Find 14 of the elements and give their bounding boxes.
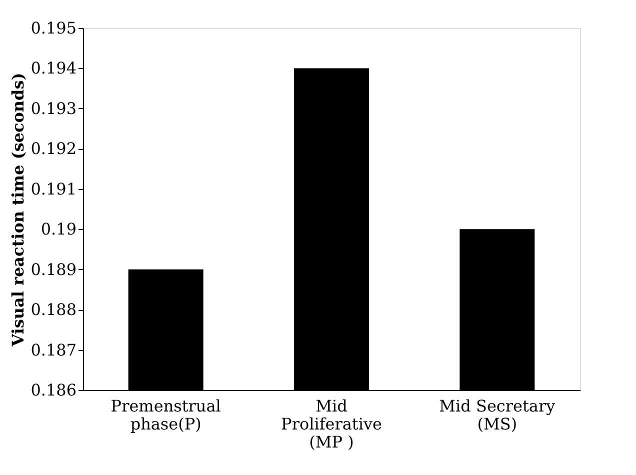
y-tick-label: 0.188 xyxy=(30,300,76,320)
y-tick-label: 0.187 xyxy=(30,340,76,360)
x-tick-label: Mid Proliferative (MP ) xyxy=(281,396,382,452)
x-tick-label: Mid Secretary (MS) xyxy=(439,396,556,434)
y-tick-label: 0.194 xyxy=(30,58,76,78)
y-tick-label: 0.191 xyxy=(30,179,76,198)
y-tick-label: 0.195 xyxy=(30,18,76,38)
y-tick-label: 0.19 xyxy=(40,220,76,239)
y-tick-label: 0.193 xyxy=(30,98,76,118)
y-tick-label: 0.192 xyxy=(30,139,76,158)
x-tick-label: Premenstrual phase(P) xyxy=(110,396,221,434)
y-axis-title: Visual reaction time (seconds) xyxy=(8,72,28,348)
y-tick-label: 0.189 xyxy=(30,260,76,279)
y-tick-label: 0.186 xyxy=(30,380,76,400)
